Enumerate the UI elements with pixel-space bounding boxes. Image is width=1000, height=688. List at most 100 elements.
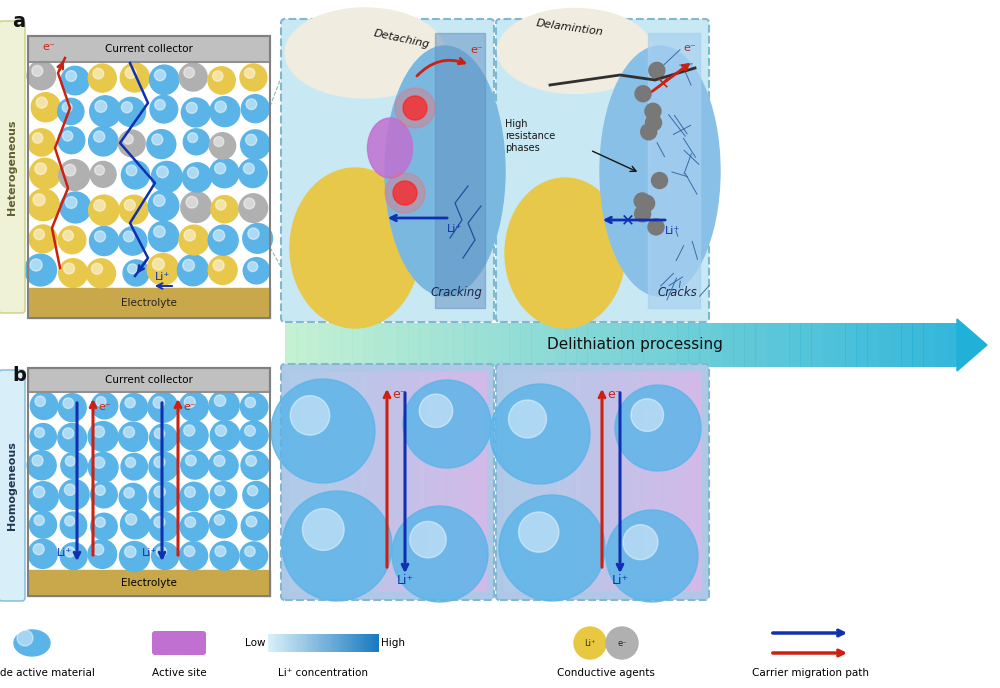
Circle shape — [58, 127, 85, 153]
Text: Cracks: Cracks — [657, 286, 697, 299]
Circle shape — [214, 137, 224, 147]
Ellipse shape — [385, 46, 505, 296]
Bar — [722, 323, 734, 367]
Circle shape — [419, 394, 453, 427]
Text: e⁻: e⁻ — [607, 388, 621, 401]
Circle shape — [60, 543, 87, 570]
Bar — [397, 323, 409, 367]
Bar — [360, 634, 362, 652]
Circle shape — [631, 399, 664, 431]
Bar — [464, 323, 476, 367]
Circle shape — [186, 103, 197, 114]
Bar — [511, 372, 514, 592]
Bar — [688, 323, 700, 367]
Bar — [811, 323, 823, 367]
Circle shape — [63, 230, 73, 241]
Bar — [504, 372, 508, 592]
Circle shape — [157, 166, 168, 178]
Circle shape — [243, 258, 269, 284]
Circle shape — [186, 196, 198, 208]
Bar — [923, 323, 935, 367]
Circle shape — [247, 486, 258, 496]
Circle shape — [126, 458, 136, 467]
Circle shape — [64, 263, 75, 274]
Bar — [420, 372, 424, 592]
Circle shape — [641, 124, 657, 140]
Bar — [890, 323, 902, 367]
Circle shape — [121, 453, 147, 480]
Circle shape — [152, 258, 164, 270]
Circle shape — [215, 425, 226, 436]
Circle shape — [126, 514, 137, 525]
Circle shape — [499, 495, 605, 601]
Text: Current collector: Current collector — [105, 44, 193, 54]
Circle shape — [119, 422, 148, 451]
Bar — [698, 372, 702, 592]
Bar — [648, 33, 700, 308]
Bar — [349, 634, 351, 652]
Circle shape — [179, 225, 209, 255]
Bar — [309, 372, 312, 592]
Bar — [292, 634, 294, 652]
Circle shape — [148, 392, 178, 422]
Circle shape — [34, 515, 44, 526]
Bar — [553, 372, 557, 592]
Circle shape — [62, 103, 72, 112]
Text: Heterogeneous: Heterogeneous — [7, 119, 17, 215]
Bar — [435, 33, 485, 308]
Circle shape — [182, 163, 212, 192]
Circle shape — [90, 226, 119, 255]
Bar — [599, 372, 603, 592]
Bar — [665, 372, 669, 592]
Bar — [335, 372, 339, 592]
Bar — [296, 323, 308, 367]
Text: e⁻: e⁻ — [98, 402, 111, 412]
Circle shape — [241, 95, 269, 122]
Bar — [414, 372, 418, 592]
Circle shape — [177, 255, 208, 286]
Circle shape — [25, 254, 56, 286]
Bar — [658, 372, 662, 592]
Circle shape — [93, 457, 105, 469]
Bar — [479, 372, 483, 592]
Circle shape — [188, 133, 198, 142]
Circle shape — [240, 393, 268, 420]
Circle shape — [213, 71, 223, 81]
Circle shape — [63, 428, 74, 439]
Bar — [315, 372, 319, 592]
Bar — [473, 372, 477, 592]
Circle shape — [156, 546, 166, 557]
Circle shape — [89, 127, 118, 156]
Bar — [419, 323, 431, 367]
Text: Detaching: Detaching — [373, 28, 431, 50]
Circle shape — [123, 231, 134, 241]
Circle shape — [28, 129, 55, 156]
Text: High: High — [381, 638, 405, 648]
Bar — [305, 634, 307, 652]
Bar — [437, 372, 441, 592]
Bar — [576, 323, 588, 367]
Circle shape — [125, 398, 135, 408]
Bar — [609, 372, 613, 592]
Circle shape — [88, 540, 117, 568]
Text: Delithiation processing: Delithiation processing — [547, 338, 723, 352]
Circle shape — [28, 539, 57, 568]
Bar — [694, 372, 698, 592]
Bar — [867, 323, 879, 367]
Circle shape — [60, 192, 91, 223]
Bar — [352, 323, 364, 367]
Circle shape — [187, 167, 199, 178]
Circle shape — [119, 227, 147, 255]
Circle shape — [646, 115, 662, 131]
Circle shape — [65, 547, 75, 557]
Bar — [28, 570, 270, 596]
Circle shape — [181, 98, 210, 127]
Bar — [378, 372, 381, 592]
Bar — [299, 634, 302, 652]
Bar — [767, 323, 778, 367]
Bar — [369, 634, 371, 652]
Bar — [540, 372, 544, 592]
Text: Cathode active material: Cathode active material — [0, 668, 95, 678]
Circle shape — [32, 133, 43, 143]
Circle shape — [93, 68, 104, 79]
